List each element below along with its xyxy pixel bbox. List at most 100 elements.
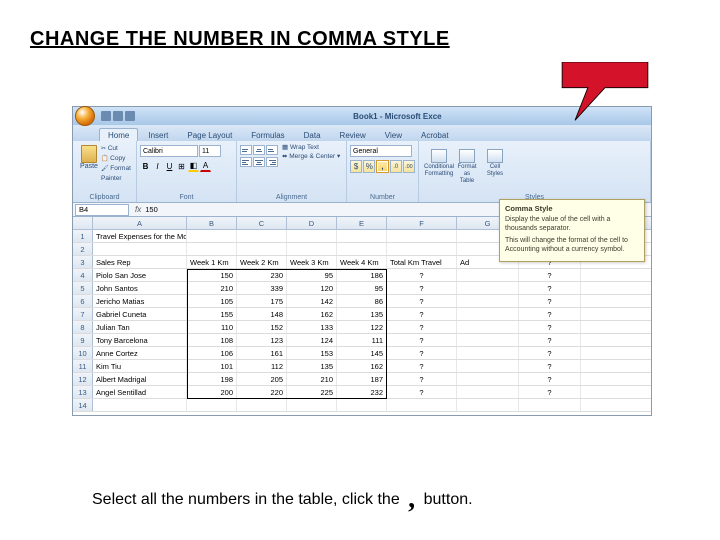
font-name-combo[interactable]: Calibri (140, 145, 198, 157)
cell[interactable]: 120 (287, 282, 337, 294)
cell[interactable]: Sales Rep (93, 256, 187, 268)
cell[interactable]: 145 (337, 347, 387, 359)
percent-button[interactable]: % (363, 160, 375, 173)
row-header[interactable]: 8 (73, 321, 93, 333)
cell[interactable]: ? (519, 321, 581, 333)
column-header[interactable]: F (387, 217, 457, 229)
tab-view[interactable]: View (376, 128, 411, 141)
tab-acrobat[interactable]: Acrobat (412, 128, 458, 141)
align-center-button[interactable] (253, 157, 265, 167)
format-painter-button[interactable]: Format Painter (101, 164, 136, 183)
column-header[interactable]: D (287, 217, 337, 229)
row-header[interactable]: 9 (73, 334, 93, 346)
cell[interactable] (387, 243, 457, 255)
cell[interactable] (93, 243, 187, 255)
tab-home[interactable]: Home (99, 128, 138, 141)
cell[interactable] (457, 360, 519, 372)
cell[interactable]: 175 (237, 295, 287, 307)
office-button[interactable] (75, 106, 95, 126)
cell[interactable]: 210 (187, 282, 237, 294)
row-header[interactable]: 13 (73, 386, 93, 398)
cell[interactable]: 210 (287, 373, 337, 385)
row-header[interactable]: 6 (73, 295, 93, 307)
cell[interactable]: 135 (287, 360, 337, 372)
cell[interactable] (237, 243, 287, 255)
cell[interactable]: ? (519, 269, 581, 281)
cell[interactable]: 86 (337, 295, 387, 307)
cell[interactable]: 110 (187, 321, 237, 333)
tab-insert[interactable]: Insert (139, 128, 177, 141)
cell[interactable]: 152 (237, 321, 287, 333)
cell[interactable]: 230 (237, 269, 287, 281)
cell[interactable] (187, 243, 237, 255)
cell[interactable] (457, 295, 519, 307)
font-color-button[interactable]: A (200, 160, 211, 172)
conditional-formatting-button[interactable]: Conditional Formatting (428, 149, 450, 185)
cell[interactable]: ? (387, 269, 457, 281)
currency-button[interactable]: $ (350, 160, 362, 173)
cell[interactable]: ? (387, 321, 457, 333)
cell[interactable]: Tony Barcelona (93, 334, 187, 346)
cell[interactable]: ? (387, 360, 457, 372)
cell[interactable]: 101 (187, 360, 237, 372)
cell[interactable]: Gabriel Cuneta (93, 308, 187, 320)
cell[interactable] (187, 399, 237, 411)
italic-button[interactable]: I (152, 160, 163, 172)
row-header[interactable]: 14 (73, 399, 93, 411)
cell[interactable]: ? (519, 334, 581, 346)
bold-button[interactable]: B (140, 160, 151, 172)
format-as-table-button[interactable]: Format as Table (456, 149, 478, 185)
cell[interactable]: Jericho Matias (93, 295, 187, 307)
cell[interactable]: Anne Cortez (93, 347, 187, 359)
align-left-button[interactable] (240, 157, 252, 167)
cell[interactable] (287, 243, 337, 255)
wrap-text-button[interactable]: ▦ Wrap Text (282, 143, 340, 152)
cell[interactable]: Travel Expenses for the Month of June 20… (93, 230, 187, 242)
cell[interactable] (187, 230, 237, 242)
cell[interactable]: John Santos (93, 282, 187, 294)
align-middle-button[interactable] (253, 145, 265, 155)
name-box[interactable]: B4 (75, 204, 129, 216)
cell[interactable]: 232 (337, 386, 387, 398)
cell[interactable]: 225 (287, 386, 337, 398)
cell[interactable]: ? (519, 308, 581, 320)
column-header[interactable]: A (93, 217, 187, 229)
align-top-button[interactable] (240, 145, 252, 155)
fx-icon[interactable]: fx (135, 205, 141, 214)
row-header[interactable]: 5 (73, 282, 93, 294)
cell[interactable] (93, 399, 187, 411)
cell[interactable]: Julian Tan (93, 321, 187, 333)
number-format-combo[interactable]: General (350, 145, 412, 157)
decrease-decimal-button[interactable]: .00 (403, 160, 415, 173)
cell[interactable] (237, 230, 287, 242)
cut-button[interactable]: Cut (101, 144, 136, 154)
cell[interactable]: ? (387, 295, 457, 307)
cell[interactable]: 153 (287, 347, 337, 359)
cell[interactable]: Total Km Travel (387, 256, 457, 268)
cell[interactable]: 111 (337, 334, 387, 346)
cell[interactable]: 95 (287, 269, 337, 281)
cell[interactable]: Week 3 Km (287, 256, 337, 268)
cell[interactable]: ? (387, 282, 457, 294)
align-bottom-button[interactable] (266, 145, 278, 155)
cell[interactable]: Kim Tiu (93, 360, 187, 372)
cell[interactable]: 205 (237, 373, 287, 385)
border-button[interactable]: ⊞ (176, 160, 187, 172)
cell[interactable] (337, 243, 387, 255)
cell[interactable]: Piolo San Jose (93, 269, 187, 281)
cell[interactable]: 123 (237, 334, 287, 346)
cell[interactable]: ? (387, 334, 457, 346)
cell[interactable] (457, 308, 519, 320)
cell[interactable]: 108 (187, 334, 237, 346)
row-header[interactable]: 3 (73, 256, 93, 268)
tab-review[interactable]: Review (331, 128, 375, 141)
cell[interactable]: 162 (337, 360, 387, 372)
cell[interactable]: ? (387, 308, 457, 320)
row-header[interactable]: 7 (73, 308, 93, 320)
row-header[interactable]: 10 (73, 347, 93, 359)
cell[interactable]: ? (519, 386, 581, 398)
cell[interactable] (457, 282, 519, 294)
underline-button[interactable]: U (164, 160, 175, 172)
row-header[interactable]: 4 (73, 269, 93, 281)
copy-button[interactable]: Copy (101, 154, 136, 164)
